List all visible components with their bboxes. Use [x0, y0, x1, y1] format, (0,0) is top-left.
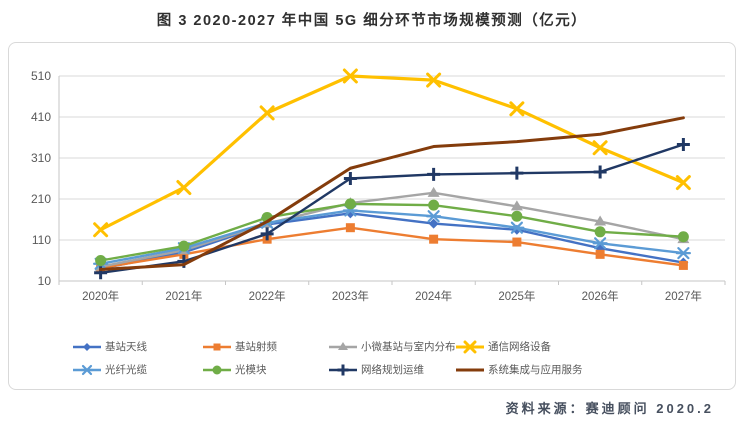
source-note: 资料来源：赛迪顾问 2020.2 [505, 401, 714, 416]
x-tick-label: 2026年 [582, 289, 619, 303]
legend-label: 系统集成与应用服务 [488, 364, 583, 376]
legend-label: 网络规划运维 [361, 364, 424, 376]
legend-swatch-asterisk-marker [73, 364, 101, 375]
legend-item-0: 基站天线 [73, 339, 203, 354]
legend-item-2: 小微基站与室内分布 [329, 339, 456, 354]
y-tick-label: 10 [38, 274, 52, 288]
legend-label: 基站射频 [235, 341, 277, 353]
legend-label: 小微基站与室内分布 [361, 341, 456, 353]
legend-swatch-none-marker [456, 368, 484, 371]
x-tick-label: 2027年 [665, 289, 702, 303]
series-7-line [99, 116, 685, 272]
y-tick-label: 410 [31, 110, 51, 124]
legend-swatch-plus-marker [329, 364, 357, 375]
legend-item-3: 通信网络设备 [456, 339, 735, 354]
x-tick-label: 2021年 [165, 289, 202, 303]
legend-item-5: 光模块 [203, 362, 329, 377]
legend-label: 光模块 [235, 364, 267, 376]
legend-swatch-circle-marker [203, 365, 231, 374]
x-tick-label: 2020年 [82, 289, 119, 303]
legend-swatch-triangle-marker [329, 341, 357, 350]
y-axis-labels: 10 110 210 310 410 510 [31, 69, 51, 288]
x-tick-label: 2024年 [415, 289, 452, 303]
x-tick-label: 2022年 [249, 289, 286, 303]
y-tick-label: 110 [32, 233, 51, 247]
legend-label: 基站天线 [105, 341, 147, 353]
legend-item-1: 基站射频 [203, 339, 329, 354]
legend-swatch-x-marker [456, 340, 484, 353]
legend-item-6: 网络规划运维 [329, 362, 456, 377]
x-tick-label: 2023年 [332, 289, 369, 303]
legend-swatch-diamond-marker [73, 342, 101, 351]
y-tick-label: 210 [31, 192, 51, 206]
chart-legend: 基站天线 基站射频 小微基站与室内分布 通信网络设备光纤光缆 光模块 网络规划运维 系统集成… [9, 339, 735, 377]
x-tick-label: 2025年 [498, 289, 535, 303]
y-tick-label: 310 [31, 151, 51, 165]
figure-title: 图 3 2020-2027 年中国 5G 细分环节市场规模预测（亿元） [156, 13, 588, 29]
legend-label: 通信网络设备 [488, 341, 551, 353]
legend-swatch-square-marker [203, 343, 231, 350]
x-axis-labels: 2020年 2021年 2022年 2023年 2024年 2025年 2026年 2027年 [82, 289, 702, 303]
y-tick-label: 510 [31, 69, 51, 83]
legend-item-7: 系统集成与应用服务 [456, 362, 735, 377]
series-3-line [93, 68, 691, 238]
legend-label: 光纤光缆 [105, 364, 147, 376]
legend-item-4: 光纤光缆 [73, 362, 203, 377]
